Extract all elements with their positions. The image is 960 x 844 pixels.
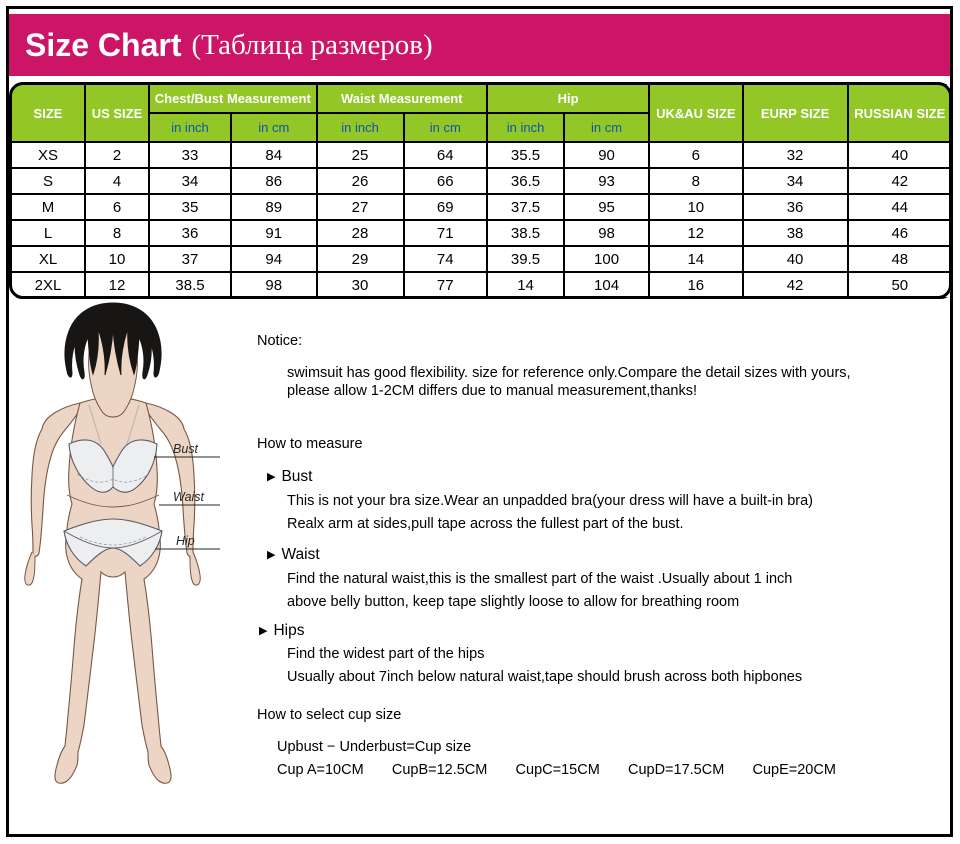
svg-text:Hip: Hip: [176, 534, 195, 548]
svg-text:Waist: Waist: [173, 490, 205, 504]
svg-text:Bust: Bust: [173, 442, 199, 456]
